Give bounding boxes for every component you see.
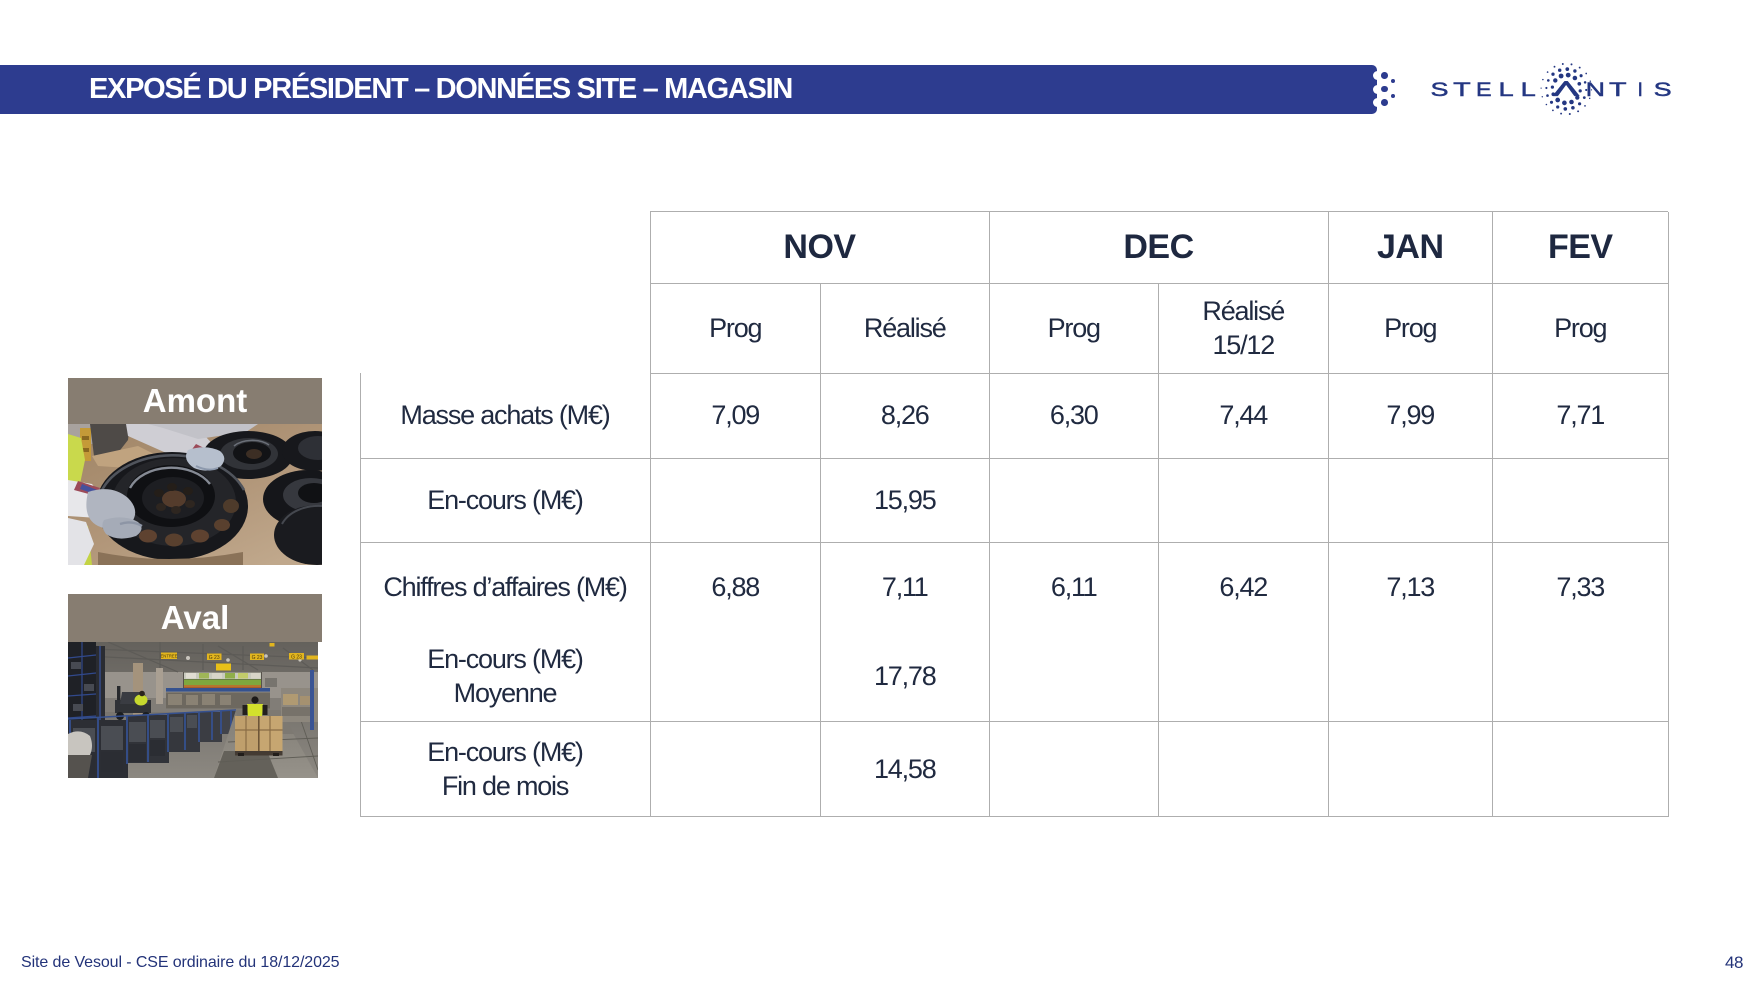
svg-text:G 23: G 23	[291, 654, 302, 660]
svg-text:T: T	[1609, 79, 1627, 101]
svg-text:G 23: G 23	[209, 655, 220, 661]
svg-text:T: T	[1453, 79, 1471, 101]
svg-text:E: E	[1476, 79, 1492, 101]
svg-text:S: S	[1654, 79, 1672, 101]
svg-text:L: L	[1499, 79, 1514, 101]
svg-text:S: S	[1431, 79, 1449, 101]
svg-text:L: L	[1521, 79, 1536, 101]
svg-text:N: N	[1586, 79, 1605, 101]
svg-text:I: I	[1638, 79, 1643, 101]
svg-text:G 23: G 23	[252, 655, 263, 661]
svg-text:ENTREE: ENTREE	[161, 654, 178, 659]
